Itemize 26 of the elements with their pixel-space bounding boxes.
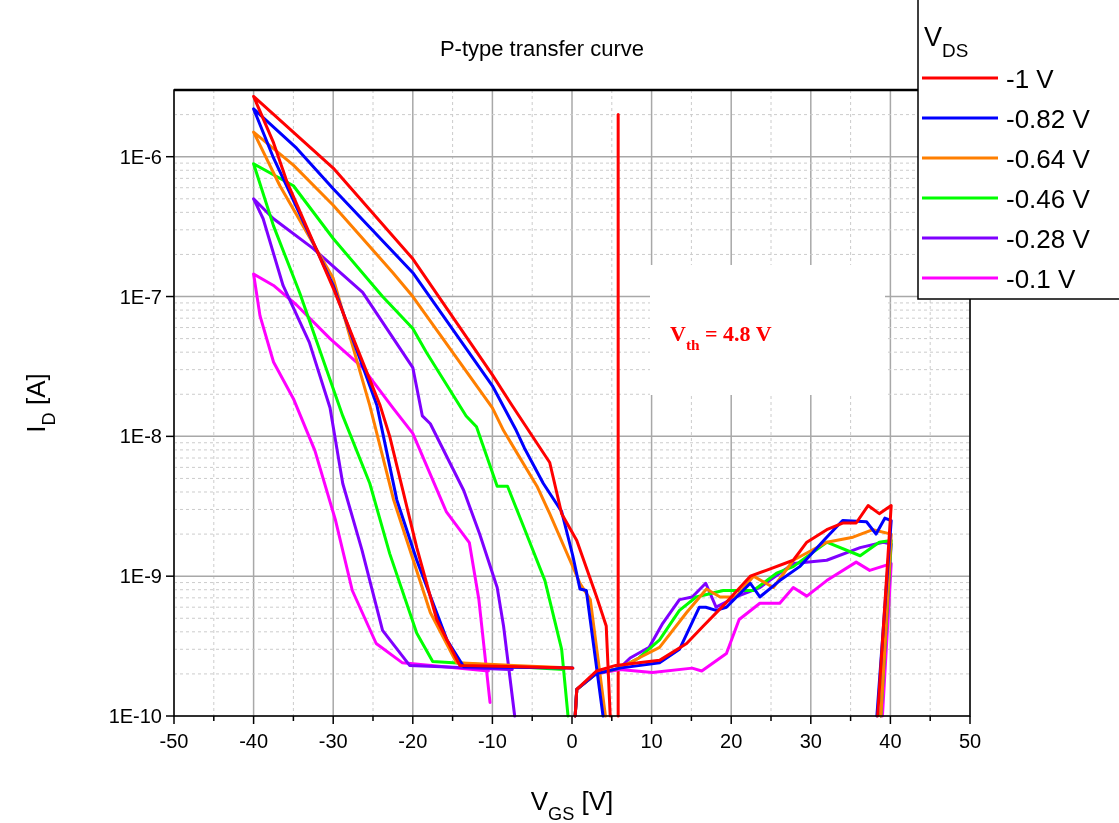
y-tick-label: 1E-7: [119, 285, 162, 308]
x-tick-label: -20: [398, 730, 428, 752]
x-tick-label: 20: [720, 730, 743, 752]
x-tick-label: -40: [239, 730, 269, 752]
y-tick-label: 1E-10: [108, 705, 162, 727]
x-tick-label: 50: [958, 730, 982, 752]
x-tick-label: -10: [477, 730, 507, 752]
legend-label: -0.82 V: [1006, 104, 1091, 134]
x-tick-label: 0: [566, 730, 578, 752]
y-tick-label: 1E-6: [119, 145, 162, 168]
legend-label: -0.1 V: [1006, 264, 1077, 294]
x-tick-label: 10: [640, 730, 663, 752]
legend-title: V$_{DS}$: [924, 22, 969, 61]
legend-label: -0.64 V: [1006, 144, 1091, 174]
legend-label: -0.28 V: [1006, 224, 1091, 254]
x-tick-label: -30: [318, 730, 348, 752]
x-tick-label: 30: [799, 730, 822, 752]
chart-title: P-type transfer curve: [439, 36, 645, 61]
y-tick-label: 1E-8: [119, 425, 162, 448]
legend-label: -1 V: [1006, 64, 1055, 94]
y-tick-label: 1E-9: [119, 565, 162, 588]
x-tick-label: 40: [879, 730, 902, 752]
legend-label: -0.46 V: [1006, 184, 1091, 214]
annotation: V$_{th}$ = 4.8 V: [670, 321, 772, 353]
x-tick-label: -50: [159, 730, 189, 752]
x-axis-title: V$_{GS}$ [V]: [530, 786, 614, 823]
